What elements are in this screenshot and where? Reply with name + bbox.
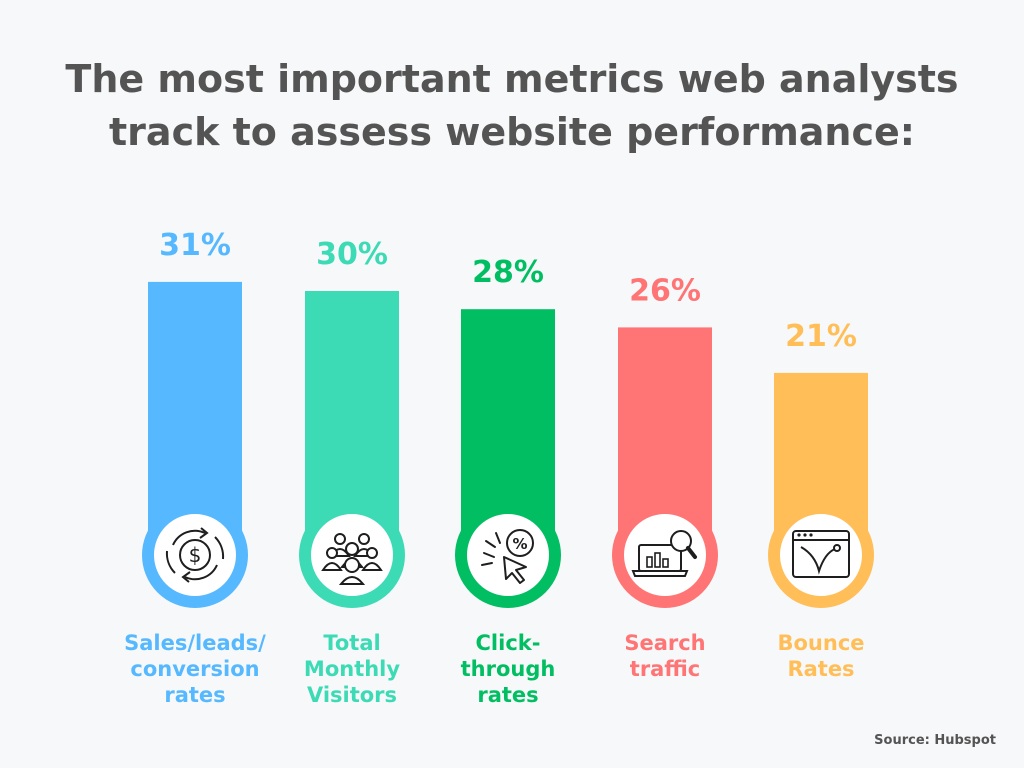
bar-value-label: 26% xyxy=(629,273,701,308)
svg-text:$: $ xyxy=(189,543,202,567)
bar-group: 28%% Click-through rates xyxy=(455,255,561,707)
category-label: Search traffic xyxy=(624,631,705,681)
laptop-search-icon xyxy=(631,530,697,577)
chart-title-line-1: The most important metrics web analysts xyxy=(65,57,959,101)
icon-ring xyxy=(455,502,561,608)
bar-value-label: 21% xyxy=(785,319,857,354)
bar-value-label: 31% xyxy=(159,228,231,263)
category-label: Sales/leads/conversion rates xyxy=(124,631,266,707)
category-label: Click-through rates xyxy=(461,631,556,707)
source-note: Source: Hubspot xyxy=(874,733,996,748)
bar-group: 31% $ Sales/leads/conversion rates xyxy=(124,228,266,707)
bar-group: 21% Bounce Rates xyxy=(768,319,874,681)
icon-ring xyxy=(768,502,874,608)
bar-group: 30% Total Monthly Visitors xyxy=(299,237,405,707)
chart-title-line-2: track to assess website performance: xyxy=(109,110,915,154)
browser-bounce-icon xyxy=(792,530,850,578)
svg-text:%: % xyxy=(512,535,527,553)
icon-ring xyxy=(142,502,248,608)
dollar-cycle-icon: $ xyxy=(165,527,225,583)
bar-value-label: 28% xyxy=(472,255,544,290)
bar-value-label: 30% xyxy=(316,237,388,272)
click-percent-icon: % xyxy=(481,529,534,584)
category-label: Total Monthly Visitors xyxy=(304,631,400,707)
icon-ring xyxy=(612,502,718,608)
people-group-icon xyxy=(321,533,383,585)
category-label: Bounce Rates xyxy=(777,631,864,681)
bar-group: 26% Search traffic xyxy=(612,273,718,681)
